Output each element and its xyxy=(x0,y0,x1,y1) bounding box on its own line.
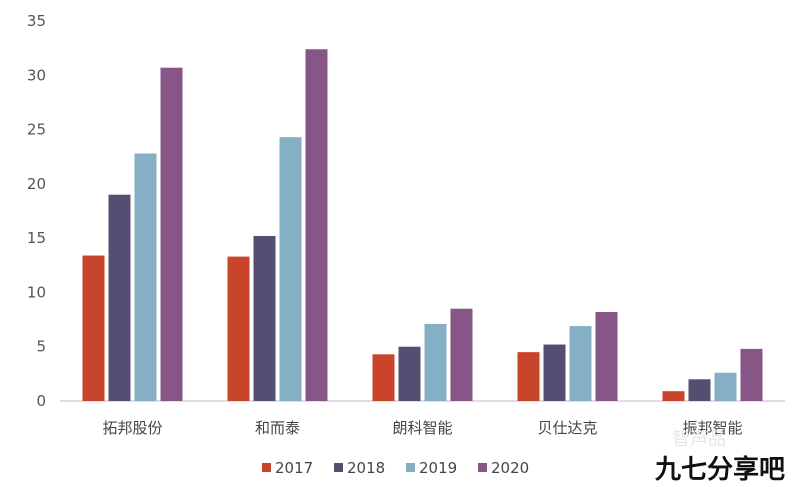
watermark-logo-text: 九七分享吧 xyxy=(654,454,785,485)
x-category-label: 贝仕达克 xyxy=(537,419,597,437)
watermark-faint-text: 智声品 xyxy=(672,429,726,450)
bar-2019-2 xyxy=(424,323,447,401)
y-axis: 0 5 10 15 20 25 30 35 xyxy=(27,12,46,410)
legend-swatch-2017 xyxy=(262,463,271,472)
legend: 2017 2018 2019 2020 xyxy=(262,459,529,477)
bar-2018-2 xyxy=(398,346,421,401)
y-tick-label: 5 xyxy=(36,338,46,356)
watermark: 智声品 九七分享吧 xyxy=(654,429,785,485)
bar-2017-1 xyxy=(227,256,250,401)
bar-2020-2 xyxy=(450,308,473,401)
bar-2018-3 xyxy=(543,344,566,401)
x-category-label: 朗科智能 xyxy=(392,419,452,437)
bar-2019-4 xyxy=(714,372,737,401)
bar-2020-4 xyxy=(740,348,763,401)
legend-swatch-2019 xyxy=(406,463,415,472)
legend-label-2020: 2020 xyxy=(491,459,529,477)
bar-2017-2 xyxy=(372,354,395,401)
y-tick-label: 10 xyxy=(27,283,46,301)
x-category-label: 和而泰 xyxy=(255,419,300,437)
y-tick-label: 30 xyxy=(27,66,46,84)
legend-swatch-2020 xyxy=(478,463,487,472)
y-tick-label: 15 xyxy=(27,229,46,247)
bar-2019-0 xyxy=(134,153,157,401)
bar-2018-1 xyxy=(253,235,276,401)
bar-2017-0 xyxy=(82,255,105,401)
x-axis: 拓邦股份 和而泰 朗科智能 贝仕达克 振邦智能 xyxy=(60,400,785,437)
bar-2019-1 xyxy=(279,137,302,401)
bar-2018-0 xyxy=(108,194,131,401)
bar-2020-0 xyxy=(160,67,183,401)
x-category-label: 拓邦股份 xyxy=(102,419,162,437)
bar-2020-3 xyxy=(595,311,618,401)
y-tick-label: 35 xyxy=(27,12,46,30)
legend-swatch-2018 xyxy=(334,463,343,472)
y-tick-label: 20 xyxy=(27,175,46,193)
x-category-label: 振邦智能 xyxy=(682,419,742,437)
legend-label-2018: 2018 xyxy=(347,459,385,477)
y-tick-label: 25 xyxy=(27,121,46,139)
bar-2017-3 xyxy=(517,352,540,401)
bar-2018-4 xyxy=(688,379,711,401)
bars xyxy=(82,49,763,401)
legend-label-2017: 2017 xyxy=(275,459,313,477)
bar-2020-1 xyxy=(305,49,328,401)
y-tick-label: 0 xyxy=(36,392,46,410)
bar-2017-4 xyxy=(662,391,685,401)
bar-2019-3 xyxy=(569,326,592,401)
legend-label-2019: 2019 xyxy=(419,459,457,477)
